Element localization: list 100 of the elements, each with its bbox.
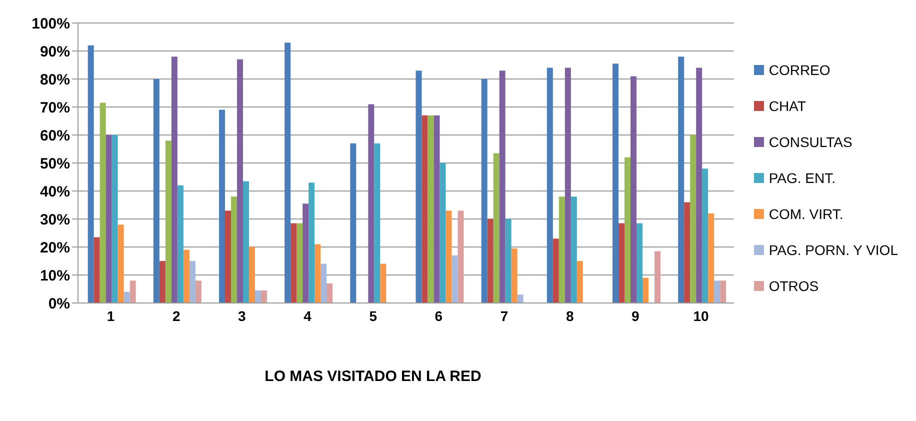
bar [546, 68, 553, 303]
bar [231, 196, 238, 303]
legend-label: CORREO [768, 62, 830, 78]
bar [434, 115, 440, 303]
bar [696, 68, 702, 303]
bar [368, 104, 374, 303]
x-axis-title: LO MAS VISITADO EN LA RED [264, 368, 482, 385]
bar [302, 204, 309, 303]
bar [552, 238, 559, 303]
legend-label: CHAT [768, 98, 806, 114]
x-tick-label: 3 [238, 308, 246, 324]
bar [314, 244, 321, 303]
bar [702, 168, 708, 303]
bar [112, 135, 118, 303]
bar [618, 223, 624, 303]
bar [374, 143, 380, 303]
bar [690, 135, 696, 303]
bar [570, 196, 577, 303]
bar [326, 283, 333, 303]
bar [261, 290, 268, 303]
bar [320, 264, 327, 303]
bar [564, 68, 571, 303]
bar [100, 102, 106, 303]
bar [290, 223, 297, 303]
bar [88, 45, 94, 303]
bar [684, 202, 690, 303]
bar [505, 219, 512, 303]
bar [219, 110, 226, 303]
bar [422, 115, 428, 303]
bar [708, 213, 714, 303]
bar [458, 210, 464, 303]
bar [517, 294, 524, 303]
bar [284, 42, 291, 303]
x-tick-label: 6 [434, 308, 443, 324]
bar [380, 264, 386, 303]
bar [678, 56, 684, 303]
bar [493, 153, 500, 303]
bar [165, 140, 172, 303]
bar [243, 181, 250, 303]
legend-label: CONSULTAS [768, 134, 852, 150]
y-tick-label: 20% [40, 239, 70, 256]
y-tick-label: 90% [40, 43, 70, 60]
bar [511, 248, 518, 303]
x-tick-label: 9 [632, 308, 640, 324]
bar [296, 223, 303, 303]
bar [195, 280, 202, 303]
bar [446, 210, 452, 303]
bar [94, 237, 100, 303]
bar [440, 163, 446, 303]
y-tick-label: 50% [40, 155, 70, 172]
y-tick-label: 70% [40, 99, 70, 116]
bar [308, 182, 315, 303]
y-tick-label: 40% [40, 183, 70, 200]
bar [576, 261, 583, 303]
bar [558, 196, 565, 303]
bar [350, 143, 356, 303]
bar [428, 115, 434, 303]
bar [630, 76, 636, 303]
bar [189, 261, 196, 303]
bar [249, 247, 256, 303]
x-tick-label: 5 [369, 308, 378, 324]
bar [183, 250, 190, 303]
x-tick-label: 8 [566, 308, 574, 324]
x-tick-label: 10 [693, 308, 710, 324]
bar [106, 135, 112, 303]
x-tick-label: 7 [500, 308, 508, 324]
bar [720, 280, 726, 303]
y-tick-label: 10% [40, 267, 70, 284]
x-tick-label: 2 [172, 308, 180, 324]
y-tick-label: 60% [40, 127, 70, 144]
bar [225, 210, 232, 303]
bar [452, 255, 458, 303]
y-tick-label: 30% [40, 211, 70, 228]
x-tick-label: 1 [106, 308, 115, 324]
bar [636, 223, 642, 303]
bar [255, 290, 262, 303]
bar [177, 185, 184, 303]
bar [499, 70, 506, 303]
bar [237, 59, 244, 303]
bar [124, 292, 130, 303]
bar [171, 56, 178, 303]
bar [624, 157, 630, 303]
bar [153, 79, 160, 303]
legend-label: COM. VIRT. [768, 206, 844, 222]
bar [487, 219, 494, 303]
bar [612, 64, 618, 303]
legend-label: OTROS [768, 278, 819, 294]
y-tick-label: 80% [40, 71, 70, 88]
bar [714, 280, 720, 303]
bar [130, 280, 136, 303]
bar [159, 261, 166, 303]
y-tick-label: 0% [48, 295, 70, 312]
bar [118, 224, 124, 303]
bar [654, 251, 660, 303]
bar [642, 278, 648, 303]
legend-label: PAG. ENT. [768, 170, 836, 186]
x-tick-label: 4 [304, 308, 312, 324]
legend-label: PAG. PORN. Y VIOL [768, 242, 898, 258]
bar [416, 70, 422, 303]
y-tick-label: 100% [32, 15, 70, 32]
